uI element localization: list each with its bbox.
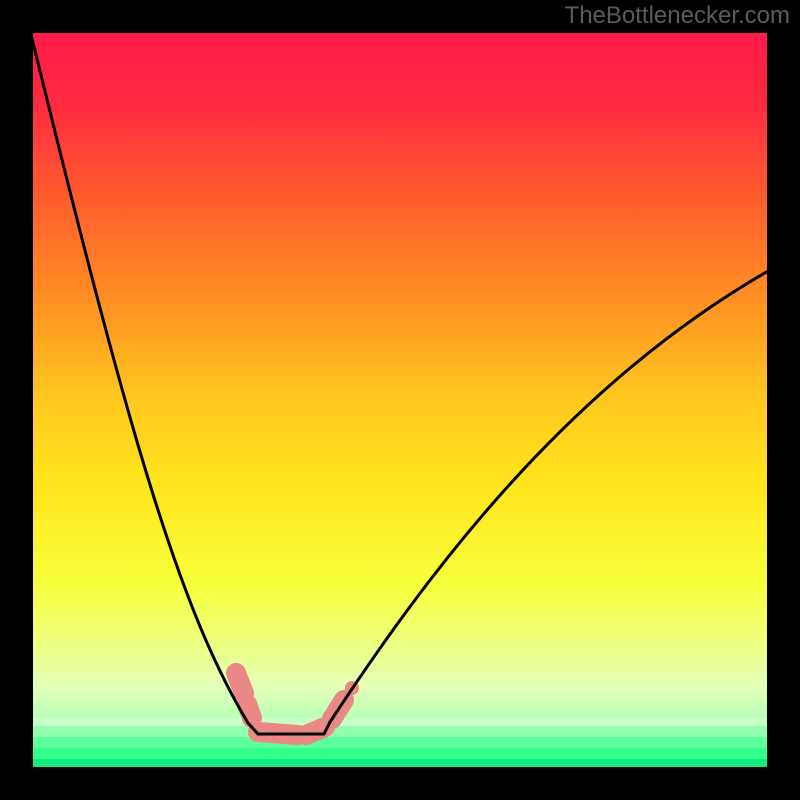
watermark-text: TheBottlenecker.com xyxy=(565,2,790,30)
curves-layer xyxy=(0,0,800,800)
chart-root: TheBottlenecker.com xyxy=(0,0,800,800)
bottleneck-curve xyxy=(30,30,770,734)
